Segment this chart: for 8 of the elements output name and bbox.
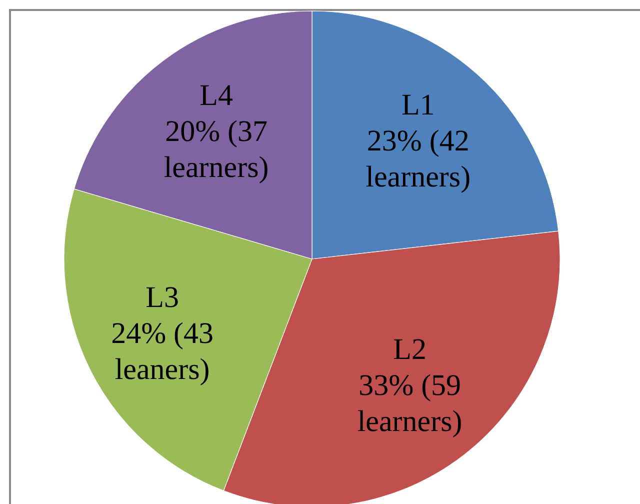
slice-label: L4 xyxy=(200,79,233,112)
slice-label: L2 xyxy=(393,333,426,366)
slice-label: L3 xyxy=(146,281,179,314)
data-label: 20% (37 learners) xyxy=(164,115,269,184)
data-label: 33% (59 learners) xyxy=(357,369,462,438)
data-label: 23% (42 learners) xyxy=(366,124,471,194)
data-label: 24% (43 leaners) xyxy=(111,317,214,386)
slice-label: L1 xyxy=(401,88,435,122)
